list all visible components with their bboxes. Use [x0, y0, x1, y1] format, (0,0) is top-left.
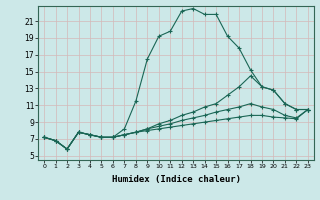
- X-axis label: Humidex (Indice chaleur): Humidex (Indice chaleur): [111, 175, 241, 184]
